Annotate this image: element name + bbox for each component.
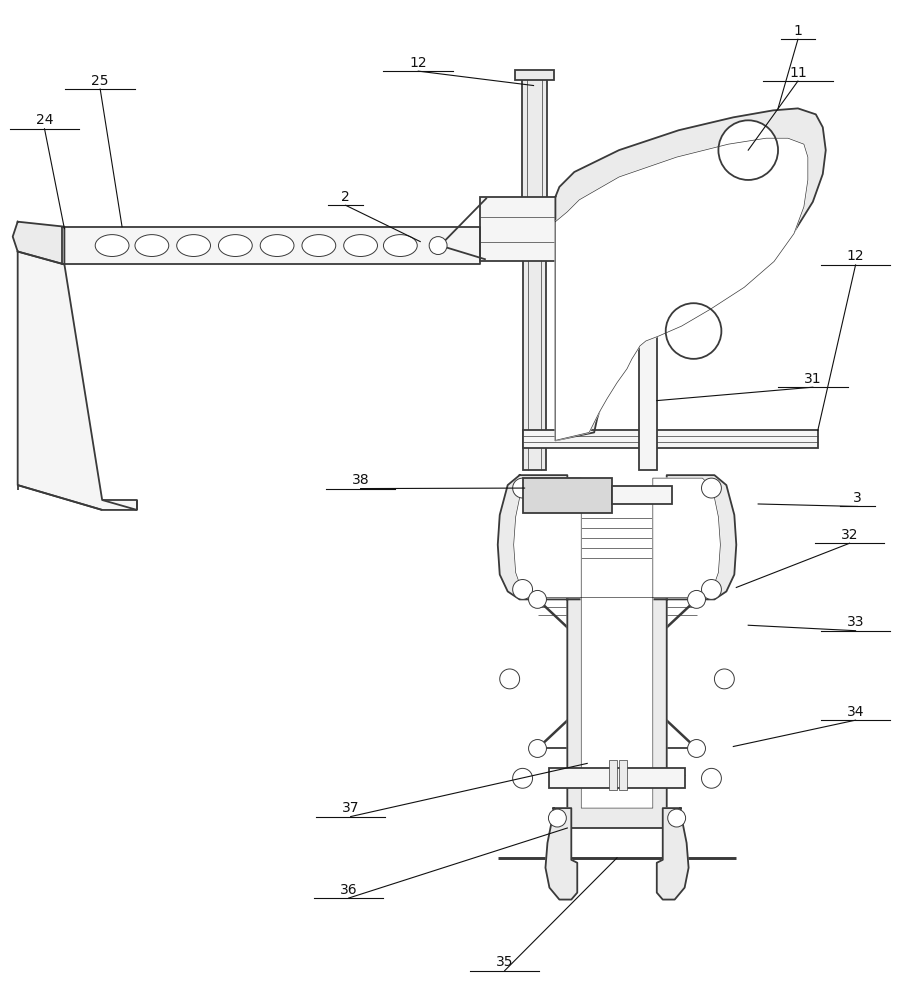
Circle shape — [702, 768, 721, 788]
Circle shape — [715, 669, 735, 689]
Text: 11: 11 — [789, 66, 807, 80]
Circle shape — [702, 478, 721, 498]
Polygon shape — [62, 227, 479, 264]
Polygon shape — [657, 808, 689, 900]
Polygon shape — [545, 808, 577, 900]
Polygon shape — [17, 252, 137, 510]
Circle shape — [687, 590, 705, 608]
Ellipse shape — [219, 235, 253, 256]
Polygon shape — [13, 222, 64, 264]
Text: 1: 1 — [793, 24, 802, 38]
Polygon shape — [555, 138, 808, 440]
Ellipse shape — [95, 235, 129, 256]
Circle shape — [512, 478, 533, 498]
Ellipse shape — [344, 235, 378, 256]
Text: 12: 12 — [846, 249, 865, 263]
Circle shape — [429, 237, 447, 254]
Circle shape — [548, 809, 566, 827]
Bar — [549, 768, 684, 788]
Circle shape — [702, 580, 721, 599]
Circle shape — [512, 768, 533, 788]
Text: 35: 35 — [496, 955, 513, 969]
Bar — [522, 78, 547, 207]
Text: 32: 32 — [841, 528, 858, 542]
Text: 2: 2 — [341, 190, 350, 204]
Circle shape — [500, 669, 520, 689]
Circle shape — [668, 809, 685, 827]
Text: 33: 33 — [846, 615, 865, 629]
Bar — [639, 301, 657, 470]
Polygon shape — [555, 108, 825, 440]
Bar — [522, 478, 612, 513]
Bar — [514, 70, 554, 80]
Ellipse shape — [302, 235, 336, 256]
Bar — [609, 760, 617, 790]
Text: 25: 25 — [92, 74, 109, 88]
Text: 12: 12 — [409, 56, 427, 70]
Text: 38: 38 — [351, 473, 370, 487]
Bar — [522, 207, 546, 470]
Circle shape — [687, 740, 705, 757]
Text: 31: 31 — [804, 372, 822, 386]
Text: 36: 36 — [339, 883, 358, 897]
Circle shape — [512, 580, 533, 599]
Text: 37: 37 — [342, 801, 360, 815]
Ellipse shape — [135, 235, 168, 256]
Text: 3: 3 — [853, 491, 862, 505]
Bar — [619, 760, 627, 790]
Ellipse shape — [260, 235, 294, 256]
Bar — [479, 197, 589, 261]
Bar — [522, 430, 818, 448]
Ellipse shape — [383, 235, 417, 256]
Text: 34: 34 — [846, 705, 865, 719]
Circle shape — [718, 120, 778, 180]
Circle shape — [666, 303, 721, 359]
Polygon shape — [498, 475, 737, 828]
Ellipse shape — [177, 235, 210, 256]
Circle shape — [529, 740, 546, 757]
Bar — [612, 486, 672, 504]
Text: 24: 24 — [36, 113, 53, 127]
Circle shape — [529, 590, 546, 608]
Polygon shape — [513, 478, 720, 808]
